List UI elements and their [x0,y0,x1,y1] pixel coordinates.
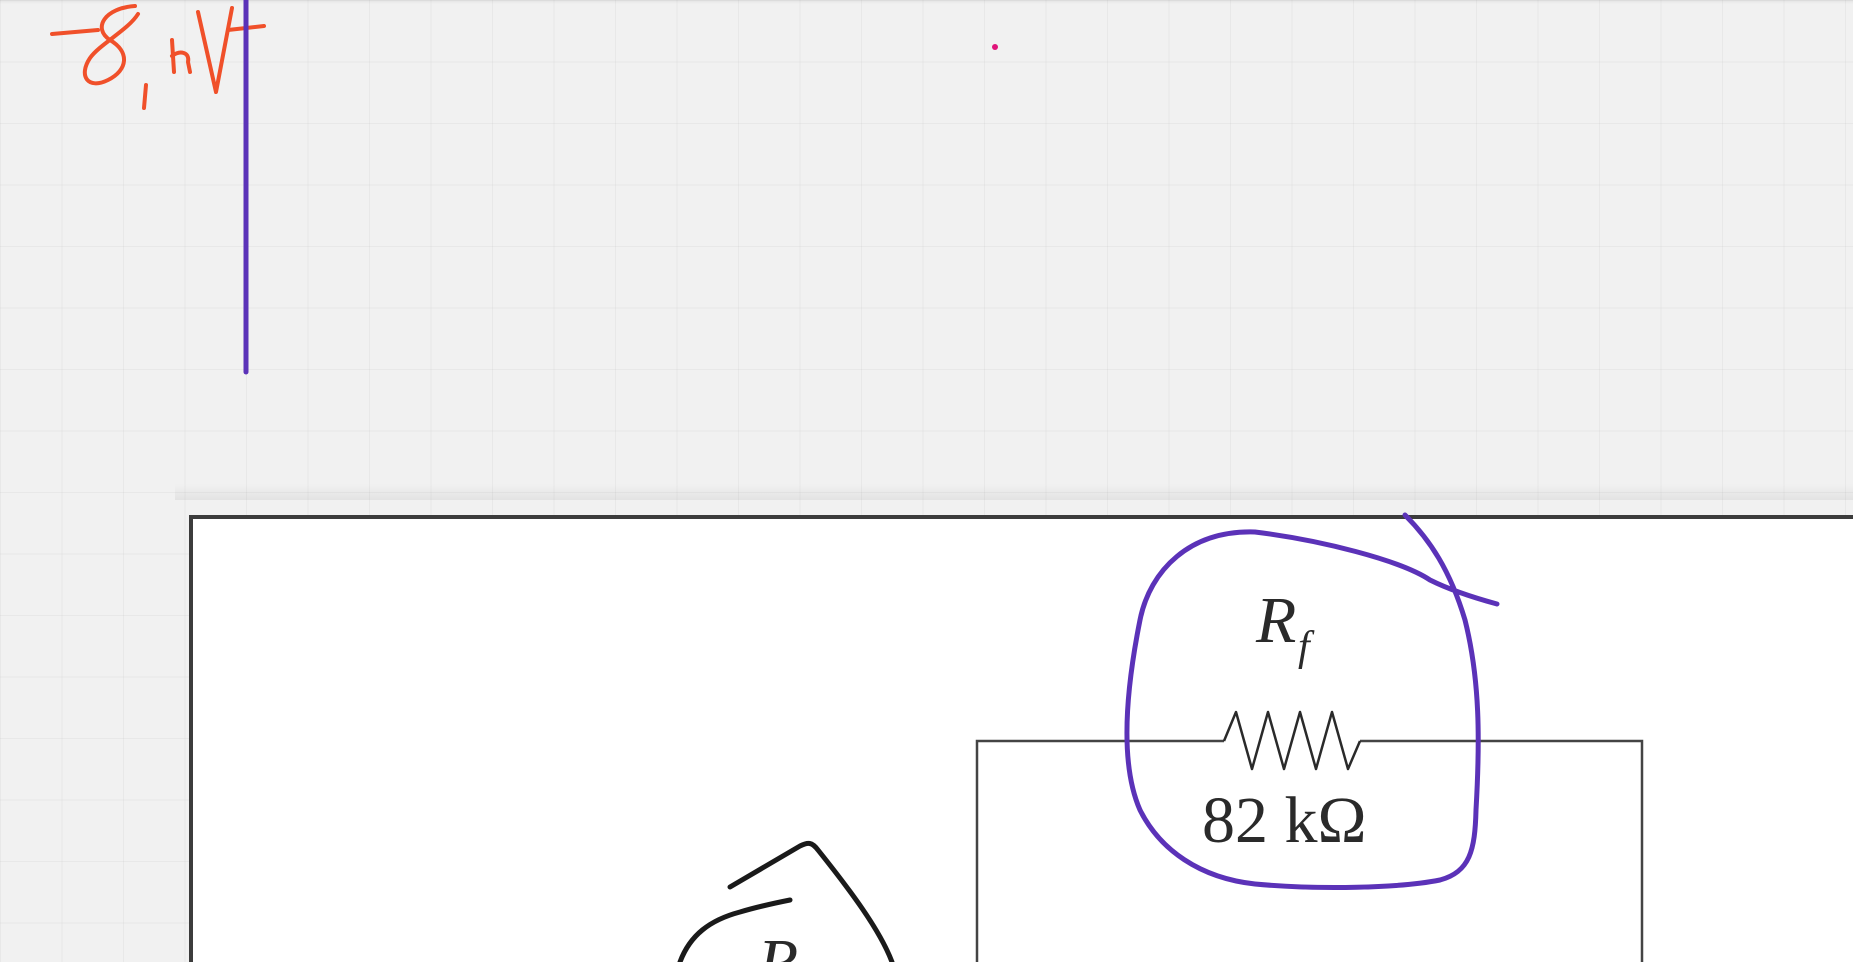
comma-stroke [142,83,148,110]
feedback-resistor-symbol [1222,710,1362,771]
digit-four-stroke [170,38,192,74]
toolbar-shadow [0,0,1853,4]
circuit-image-frame [189,515,1853,962]
black-annotation-stroke-inner[interactable] [677,897,793,962]
feedback-wire-left [975,739,1224,962]
feedback-resistor-value: 82 kΩ [1202,784,1367,857]
black-annotation-stroke-outer[interactable] [727,840,895,962]
letter-v-stroke [196,6,234,94]
handwritten-voltage-note[interactable]: -8,4V [50,4,266,110]
input-resistor-label: R [757,926,798,962]
pasted-circuit-image[interactable]: R f 82 kΩ R [189,515,1853,962]
pasted-image-shadow [175,484,1853,500]
digit-eight-stroke [82,4,140,86]
purple-highlight-circle[interactable] [1124,512,1500,890]
feedback-resistor-label: R [1255,584,1296,657]
pink-ink-dot[interactable] [992,44,998,50]
feedback-wire-right [1360,739,1644,962]
minus-sign-stroke [50,28,100,36]
